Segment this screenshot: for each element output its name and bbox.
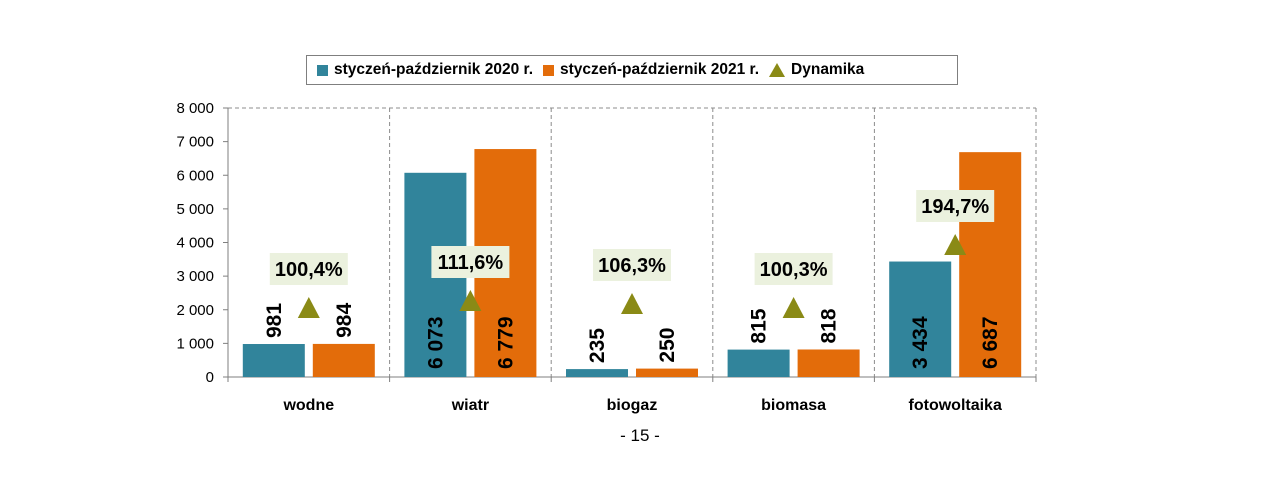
value-label-2021: 818	[818, 308, 841, 343]
bar-2020	[727, 349, 790, 377]
bar-2020	[889, 261, 952, 377]
legend-swatch-2020	[317, 64, 328, 76]
value-labels: 981 984 6 073 6 779 235 250 815 818 3 434 6 687	[263, 303, 1002, 369]
category-label: biogaz	[607, 397, 658, 414]
y-tick-label: 4 000	[176, 235, 214, 252]
y-tick-label: 6 000	[176, 167, 214, 184]
bar-2021	[312, 343, 375, 377]
value-label-2021: 984	[333, 303, 356, 338]
dynamics-marker	[782, 297, 805, 318]
value-label-2021: 6 687	[979, 316, 1002, 369]
bar-2021	[636, 368, 698, 377]
bar-2021	[959, 152, 1022, 377]
dynamics-marker	[621, 293, 643, 314]
category-label: biomasa	[761, 397, 826, 414]
dynamics-label: 111,6%	[438, 252, 504, 274]
chart-grid	[228, 107, 1037, 377]
value-label-2021: 6 779	[494, 316, 517, 369]
value-label-2020: 6 073	[424, 316, 447, 369]
triangle-icon	[769, 63, 786, 77]
dynamics-marker	[297, 297, 320, 318]
dynamics-markers: 100,4% 111,6% 106,3% 100,3% 194,7%	[269, 190, 995, 318]
bars	[242, 149, 1022, 377]
dynamics-label-box	[269, 253, 348, 285]
y-tick-label: 5 000	[176, 201, 214, 218]
legend-item-2021: styczeń-październik 2021 r.	[543, 61, 759, 79]
y-tick-label: 2 000	[176, 302, 214, 319]
y-tick-label: 1 000	[176, 335, 214, 352]
category-label: fotowoltaika	[909, 397, 1002, 414]
legend-swatch-2021	[543, 64, 555, 76]
dynamics-label: 100,4%	[275, 259, 343, 281]
value-label-2020: 815	[748, 308, 771, 343]
dynamics-label-box	[431, 246, 510, 278]
value-label-2021: 250	[656, 328, 679, 363]
legend-item-dynamics: Dynamika	[769, 61, 864, 79]
bar-chart: 0 1 000 2 000 3 000 4 000 5 000 6 000 7 000 8 00…	[176, 100, 1037, 414]
category-label: wiatr	[451, 397, 489, 414]
legend-label-2021: styczeń-październik 2021 r.	[560, 61, 760, 78]
dynamics-label: 106,3%	[598, 255, 666, 277]
dynamics-label-box	[916, 190, 995, 222]
legend-label-dynamics: Dynamika	[791, 61, 865, 78]
legend-label-2020: styczeń-październik 2020 r.	[334, 61, 534, 78]
y-tick-label: 7 000	[176, 134, 214, 151]
chart-legend: styczeń-październik 2020 r. styczeń-paźd…	[306, 55, 958, 85]
bar-2020	[242, 344, 305, 377]
dynamics-label-box	[754, 253, 833, 285]
dynamics-label-box	[593, 249, 671, 281]
value-label-2020: 3 434	[909, 316, 932, 369]
dynamics-label: 100,3%	[760, 259, 828, 281]
value-label-2020: 235	[586, 328, 609, 363]
bar-2021	[797, 349, 860, 377]
dynamics-marker	[459, 290, 482, 311]
y-tick-label: 8 000	[176, 100, 214, 117]
x-axis: wodne wiatr biogaz biomasa fotowoltaika	[282, 397, 1002, 414]
category-label: wodne	[282, 397, 334, 414]
page-number: - 15 -	[620, 426, 660, 445]
y-tick-label: 3 000	[176, 268, 214, 285]
bar-2020	[566, 369, 628, 377]
value-label-2020: 981	[263, 303, 286, 338]
dynamics-marker	[944, 234, 967, 255]
dynamics-label: 194,7%	[921, 196, 989, 218]
legend-item-2020: styczeń-październik 2020 r.	[317, 61, 533, 79]
y-tick-label: 0	[206, 369, 214, 386]
